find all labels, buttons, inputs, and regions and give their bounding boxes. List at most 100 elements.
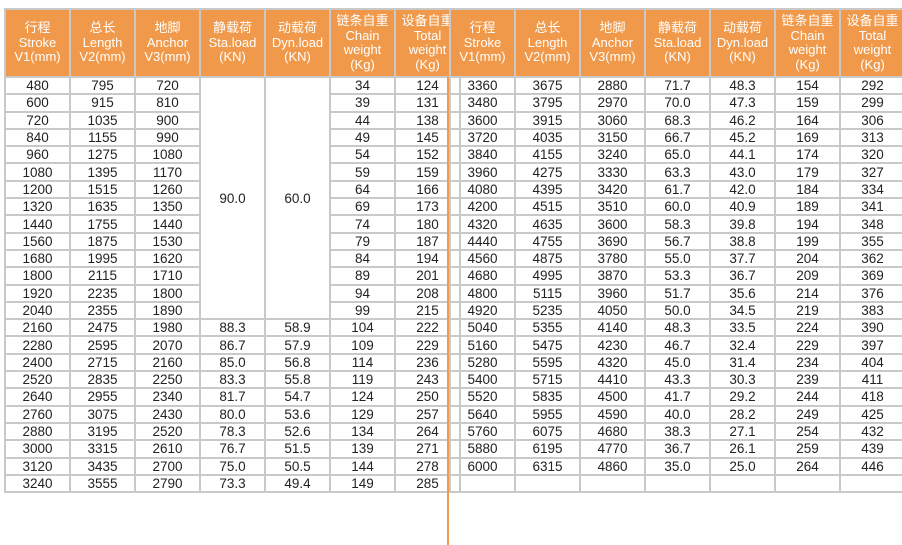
cell-dyn-load: 30.3	[709, 370, 776, 390]
cell-dyn-load: 53.6	[264, 404, 331, 424]
cell-chain-weight: 214	[774, 283, 841, 303]
cell-stroke: 2400	[4, 352, 71, 373]
cell-length: 5235	[514, 300, 581, 321]
cell-sta-load: 86.7	[199, 335, 266, 355]
cell-dyn-load: 27.1	[709, 421, 776, 442]
cell-total-weight: 327	[839, 162, 902, 182]
cell-dyn-load: 42.0	[709, 179, 776, 200]
cell-anchor: 3150	[579, 127, 646, 148]
cell-stroke: 4680	[449, 266, 516, 286]
header-line: 设备自重	[846, 13, 899, 28]
cell-dyn-load: 33.5	[709, 318, 776, 338]
header-row: 行程 Stroke V1(mm) 总长 Length V2(mm) 地脚 Anchor V3(m…	[449, 8, 902, 78]
cell-total-weight: 439	[839, 439, 902, 459]
cell-stroke: 2760	[4, 404, 71, 424]
cell-anchor: 1260	[134, 179, 201, 200]
cell-sta-load: 88.3	[199, 318, 266, 338]
cell-total-weight: 369	[839, 266, 902, 286]
cell-length: 3075	[69, 404, 136, 424]
cell-chain-weight: 154	[774, 75, 841, 96]
cell-anchor: 3510	[579, 197, 646, 217]
cell-stroke: 2160	[4, 318, 71, 338]
cell-sta-load: 73.3	[199, 473, 266, 494]
cell-chain-weight: 229	[774, 335, 841, 355]
cell-total-weight: 362	[839, 248, 902, 269]
cell-length: 2115	[69, 266, 136, 286]
header-line: (Kg)	[795, 56, 820, 72]
cell-total-weight: 250	[394, 387, 461, 407]
cell-stroke: 5520	[449, 387, 516, 407]
cell-stroke: 4440	[449, 231, 516, 251]
cell-dyn-load: 50.5	[264, 456, 331, 476]
cell-anchor: 4410	[579, 370, 646, 390]
header-line: 行程	[24, 20, 51, 36]
table-row: 3720 4035 3150 66.7 45.2 169 313	[449, 127, 902, 148]
cell-stroke: 1080	[4, 162, 71, 182]
cell-dyn-load: 54.7	[264, 387, 331, 407]
table-row: 4680 4995 3870 53.3 36.7 209 369	[449, 266, 902, 286]
table-row: 4200 4515 3510 60.0 40.9 189 341	[449, 197, 902, 217]
table-row: 5040 5355 4140 48.3 33.5 224 390	[449, 318, 902, 338]
header-line: 总长	[89, 20, 116, 36]
cell-anchor: 900	[134, 110, 201, 130]
cell-length: 2955	[69, 387, 136, 407]
cell-dyn-load	[709, 473, 776, 494]
cell-length: 2595	[69, 335, 136, 355]
cell-length: 5715	[514, 370, 581, 390]
cell-stroke: 960	[4, 145, 71, 165]
cell-chain-weight: 249	[774, 404, 841, 424]
cell-total-weight: 313	[839, 127, 902, 148]
header-line: 静载荷	[657, 20, 697, 36]
cell-length: 4875	[514, 248, 581, 269]
header-line: Anchor	[146, 34, 189, 50]
cell-chain-weight: 49	[329, 127, 396, 148]
header-line: Total	[413, 27, 442, 43]
cell-dyn-load: 48.3	[709, 75, 776, 96]
cell-length: 1035	[69, 110, 136, 130]
cell-chain-weight: 149	[329, 473, 396, 494]
cell-dyn-load: 52.6	[264, 421, 331, 442]
cell-sta-load: 45.0	[644, 352, 711, 373]
cell-dyn-load: 29.2	[709, 387, 776, 407]
cell-anchor: 3060	[579, 110, 646, 130]
cell-anchor: 3330	[579, 162, 646, 182]
cell-sta-load: 71.7	[644, 75, 711, 96]
table-row: 4920 5235 4050 50.0 34.5 219 383	[449, 300, 902, 321]
cell-sta-load: 83.3	[199, 370, 266, 390]
cell-chain-weight: 259	[774, 439, 841, 459]
cell-stroke: 600	[4, 93, 71, 113]
cell-stroke: 5040	[449, 318, 516, 338]
cell-dyn-load: 40.9	[709, 197, 776, 217]
cell-anchor: 1980	[134, 318, 201, 338]
cell-stroke: 1560	[4, 231, 71, 251]
cell-sta-load: 56.7	[644, 231, 711, 251]
cell-sta-load: 35.0	[644, 456, 711, 476]
cell-dyn-load: 35.6	[709, 283, 776, 303]
table-row: 1800 2115 1710 89 201	[4, 266, 461, 286]
header-anchor: 地脚 Anchor V3(mm)	[579, 8, 646, 78]
header-anchor: 地脚 Anchor V3(mm)	[134, 8, 201, 78]
header-row: 行程 Stroke V1(mm) 总长 Length V2(mm) 地脚 Anchor V3(m…	[4, 8, 461, 78]
table-row: 4080 4395 3420 61.7 42.0 184 334	[449, 179, 902, 200]
cell-anchor: 1620	[134, 248, 201, 269]
header-line: Stroke	[18, 34, 57, 50]
cell-dyn-load: 39.8	[709, 214, 776, 234]
cell-stroke: 1320	[4, 197, 71, 217]
cell-total-weight: 152	[394, 145, 461, 165]
cell-sta-load: 70.0	[644, 93, 711, 113]
header-sta-load: 静载荷 Sta.load (KN)	[644, 8, 711, 78]
cell-anchor: 3960	[579, 283, 646, 303]
cell-anchor: 1440	[134, 214, 201, 234]
cell-length: 6315	[514, 456, 581, 476]
cell-sta-load: 55.0	[644, 248, 711, 269]
header-line: Length	[527, 34, 568, 50]
cell-anchor: 4140	[579, 318, 646, 338]
cell-sta-load: 36.7	[644, 439, 711, 459]
cell-anchor: 4500	[579, 387, 646, 407]
cell-chain-weight: 119	[329, 370, 396, 390]
cell-stroke: 1440	[4, 214, 71, 234]
cell-length: 2715	[69, 352, 136, 373]
cell-sta-load: 63.3	[644, 162, 711, 182]
cell-anchor: 2520	[134, 421, 201, 442]
header-line: 设备自重	[401, 13, 454, 28]
